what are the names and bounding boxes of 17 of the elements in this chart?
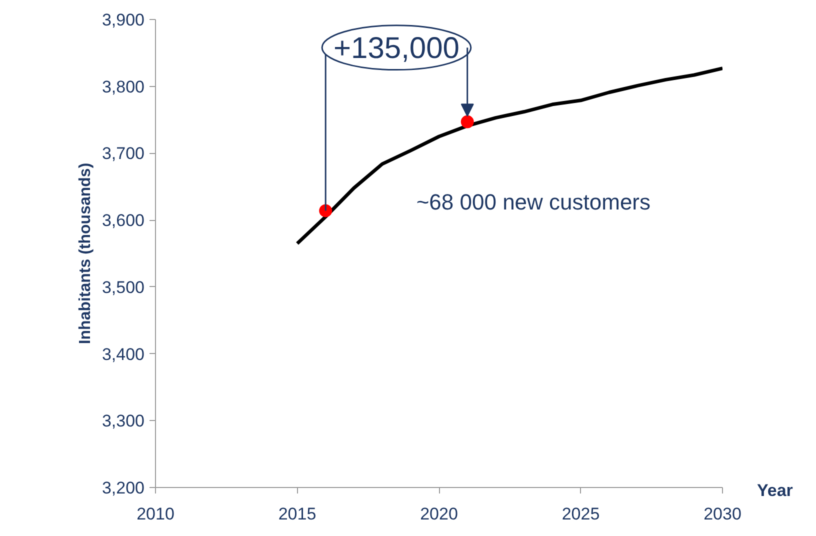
y-tick-label: 3,700	[102, 144, 145, 164]
y-tick-label: 3,800	[102, 77, 145, 96]
y-axis-title: Inhabitants (thousands)	[76, 162, 94, 344]
x-axis-title: Year	[757, 480, 793, 502]
y-tick-label: 3,400	[102, 344, 145, 364]
y-tick-label: 3,300	[102, 412, 145, 431]
annotation: ~68 000 new customers	[416, 190, 651, 215]
x-tick-label: 2020	[420, 504, 458, 524]
y-tick-label: 3,500	[102, 278, 145, 297]
y-tick-label: 3,900	[102, 10, 145, 30]
x-tick-label: 2010	[136, 504, 174, 524]
y-tick-label: 3,600	[102, 211, 145, 230]
x-tick-label: 2015	[278, 504, 316, 524]
y-tick-label: 3,200	[102, 478, 145, 498]
x-tick-label: 2025	[562, 504, 600, 524]
annotation: +135,000	[333, 32, 460, 66]
x-tick-label: 2030	[704, 504, 742, 524]
